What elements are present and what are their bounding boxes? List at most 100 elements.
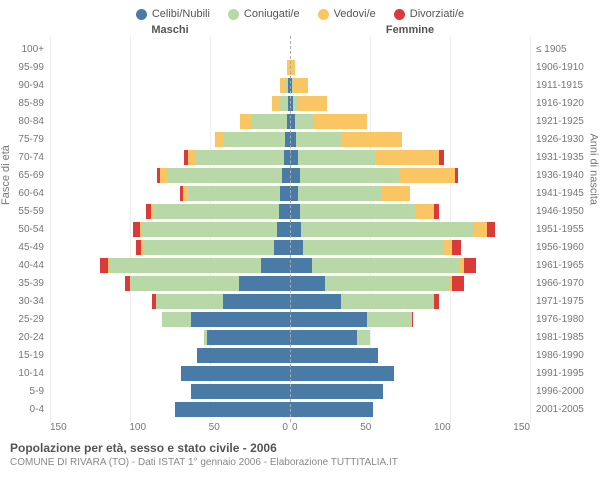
seg-divorced: [412, 312, 414, 327]
seg-married: [357, 330, 370, 345]
age-row: 5-91996-2000: [0, 382, 600, 400]
bars-wrap: [50, 384, 530, 399]
age-label: 10-14: [0, 368, 50, 379]
birth-label: 1956-1960: [530, 242, 600, 253]
birth-label: 1936-1940: [530, 170, 600, 181]
bars-female: [290, 96, 530, 111]
seg-married: [298, 186, 381, 201]
age-row: 40-441961-1965: [0, 256, 600, 274]
seg-widowed: [290, 60, 295, 75]
bars-female: [290, 222, 530, 237]
pyramid-chart: Fasce di età Anni di nascita 100+≤ 19059…: [0, 36, 600, 422]
bars-male: [50, 150, 290, 165]
seg-widowed: [240, 114, 251, 129]
birth-label: 1981-1985: [530, 332, 600, 343]
seg-married: [301, 222, 474, 237]
bars-wrap: [50, 42, 530, 57]
seg-married: [156, 294, 223, 309]
bars-male: [50, 384, 290, 399]
age-row: 0-42001-2005: [0, 400, 600, 418]
age-row: 85-891916-1920: [0, 94, 600, 112]
bars-female: [290, 312, 530, 327]
chart-title: Popolazione per età, sesso e stato civil…: [10, 441, 590, 455]
birth-label: 1951-1955: [530, 224, 600, 235]
birth-label: 1931-1935: [530, 152, 600, 163]
age-label: 15-19: [0, 350, 50, 361]
age-label: 5-9: [0, 386, 50, 397]
bars-wrap: [50, 78, 530, 93]
age-label: 55-59: [0, 206, 50, 217]
bars-male: [50, 240, 290, 255]
seg-married: [141, 222, 277, 237]
seg-divorced: [464, 258, 475, 273]
seg-widowed: [399, 168, 455, 183]
bars-female: [290, 240, 530, 255]
bars-male: [50, 402, 290, 417]
x-tick: 50: [209, 422, 220, 433]
seg-married: [298, 150, 375, 165]
legend-label: Celibi/Nubili: [152, 8, 210, 20]
bars-female: [290, 348, 530, 363]
bars-female: [290, 132, 530, 147]
birth-label: 1971-1975: [530, 296, 600, 307]
seg-widowed: [375, 150, 439, 165]
seg-married: [296, 132, 341, 147]
seg-single: [282, 168, 290, 183]
seg-married: [143, 240, 274, 255]
bars-wrap: [50, 168, 530, 183]
bars-male: [50, 276, 290, 291]
seg-single: [290, 384, 383, 399]
age-label: 50-54: [0, 224, 50, 235]
seg-widowed: [215, 132, 225, 147]
x-tick: 150: [513, 422, 530, 433]
x-tick: 100: [434, 422, 451, 433]
seg-married: [300, 168, 399, 183]
seg-divorced: [434, 204, 439, 219]
seg-married: [279, 96, 289, 111]
bars-male: [50, 366, 290, 381]
age-row: 70-741931-1935: [0, 148, 600, 166]
seg-married: [341, 294, 434, 309]
legend-item-widowed: Vedovi/e: [318, 8, 376, 20]
seg-divorced: [487, 222, 495, 237]
bars-female: [290, 78, 530, 93]
legend-item-married: Coniugati/e: [228, 8, 300, 20]
seg-single: [279, 204, 290, 219]
seg-single: [197, 348, 290, 363]
birth-label: ≤ 1905: [530, 44, 600, 55]
seg-single: [239, 276, 290, 291]
birth-label: 1911-1915: [530, 80, 600, 91]
age-label: 30-34: [0, 296, 50, 307]
seg-married: [196, 150, 284, 165]
age-label: 65-69: [0, 170, 50, 181]
seg-divorced: [455, 168, 458, 183]
married-swatch: [228, 9, 239, 20]
bars-male: [50, 60, 290, 75]
seg-single: [277, 222, 290, 237]
seg-widowed: [314, 114, 367, 129]
gender-headers: Maschi Femmine: [0, 24, 600, 36]
seg-married: [295, 114, 314, 129]
seg-single: [290, 294, 341, 309]
bars-male: [50, 330, 290, 345]
seg-single: [290, 348, 378, 363]
age-row: 60-641941-1945: [0, 184, 600, 202]
bars-male: [50, 42, 290, 57]
bars-female: [290, 294, 530, 309]
bars-wrap: [50, 204, 530, 219]
bars-female: [290, 384, 530, 399]
bars-wrap: [50, 60, 530, 75]
birth-label: 1916-1920: [530, 98, 600, 109]
age-row: 80-841921-1925: [0, 112, 600, 130]
age-row: 75-791926-1930: [0, 130, 600, 148]
birth-label: 1976-1980: [530, 314, 600, 325]
bars-female: [290, 204, 530, 219]
bars-wrap: [50, 258, 530, 273]
seg-single: [290, 168, 300, 183]
seg-widowed: [188, 150, 196, 165]
x-tick: 0: [282, 422, 288, 433]
bars-male: [50, 132, 290, 147]
birth-label: 1961-1965: [530, 260, 600, 271]
seg-single: [274, 240, 290, 255]
bars-wrap: [50, 348, 530, 363]
